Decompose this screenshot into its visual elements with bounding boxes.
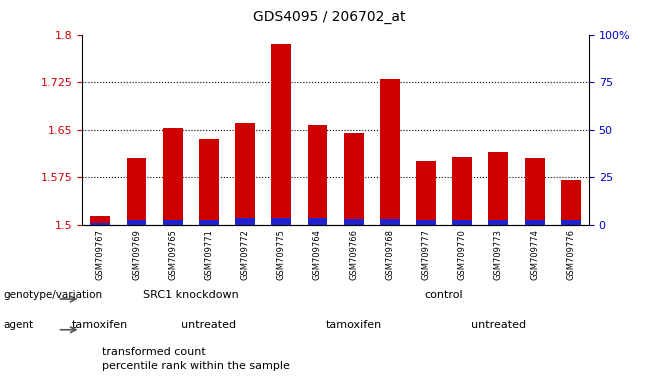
- Text: genotype/variation: genotype/variation: [3, 290, 103, 300]
- Bar: [90, 223, 111, 225]
- Text: GSM709775: GSM709775: [277, 229, 286, 280]
- Bar: [524, 158, 545, 225]
- Text: percentile rank within the sample: percentile rank within the sample: [102, 361, 290, 371]
- Text: untreated: untreated: [182, 320, 236, 331]
- Bar: [452, 220, 472, 225]
- Text: agent: agent: [3, 320, 34, 331]
- Bar: [199, 139, 219, 225]
- Bar: [271, 218, 291, 225]
- Text: GSM709769: GSM709769: [132, 229, 141, 280]
- Bar: [416, 220, 436, 225]
- Bar: [307, 124, 328, 225]
- Bar: [452, 157, 472, 225]
- Bar: [343, 133, 364, 225]
- Text: GSM709768: GSM709768: [386, 229, 394, 280]
- Text: GSM709773: GSM709773: [494, 229, 503, 280]
- Bar: [271, 44, 291, 225]
- Text: GSM709774: GSM709774: [530, 229, 539, 280]
- Bar: [126, 158, 147, 225]
- Bar: [416, 161, 436, 225]
- Bar: [524, 220, 545, 225]
- Text: GSM709766: GSM709766: [349, 229, 358, 280]
- Bar: [561, 220, 581, 225]
- Bar: [199, 220, 219, 225]
- Bar: [561, 180, 581, 225]
- Text: GSM709772: GSM709772: [241, 229, 249, 280]
- Text: GSM709767: GSM709767: [96, 229, 105, 280]
- Bar: [126, 220, 147, 225]
- Text: GSM709776: GSM709776: [567, 229, 575, 280]
- Bar: [163, 128, 183, 225]
- Text: GSM709764: GSM709764: [313, 229, 322, 280]
- Text: transformed count: transformed count: [102, 347, 206, 357]
- Bar: [235, 218, 255, 225]
- Bar: [235, 123, 255, 225]
- Text: GSM709765: GSM709765: [168, 229, 177, 280]
- Text: tamoxifen: tamoxifen: [326, 320, 382, 331]
- Bar: [380, 219, 400, 225]
- Text: GSM709770: GSM709770: [458, 229, 467, 280]
- Bar: [380, 79, 400, 225]
- Text: tamoxifen: tamoxifen: [72, 320, 128, 331]
- Text: SRC1 knockdown: SRC1 knockdown: [143, 290, 239, 300]
- Bar: [90, 217, 111, 225]
- Bar: [488, 152, 509, 225]
- Bar: [307, 218, 328, 225]
- Bar: [488, 220, 509, 225]
- Text: GSM709771: GSM709771: [205, 229, 213, 280]
- Text: GSM709777: GSM709777: [422, 229, 430, 280]
- Text: untreated: untreated: [471, 320, 526, 331]
- Text: GDS4095 / 206702_at: GDS4095 / 206702_at: [253, 10, 405, 23]
- Bar: [163, 220, 183, 225]
- Bar: [343, 219, 364, 225]
- Text: control: control: [425, 290, 463, 300]
